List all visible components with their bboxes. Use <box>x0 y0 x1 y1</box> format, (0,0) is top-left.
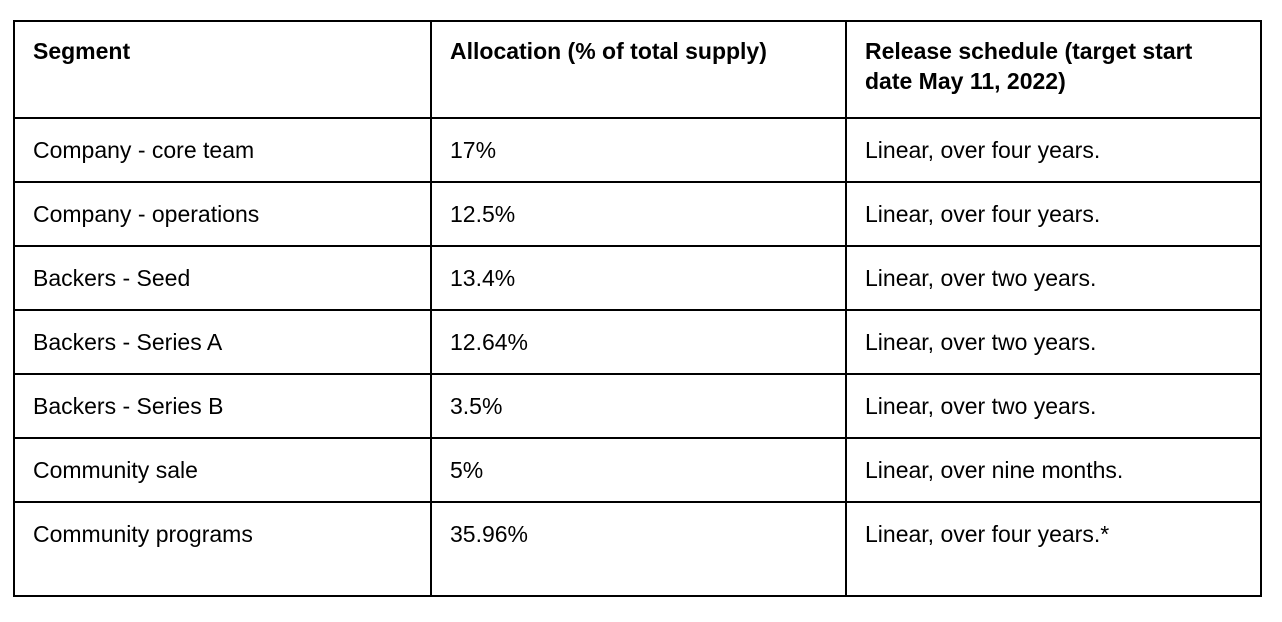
table-row: Backers - Series A 12.64% Linear, over t… <box>13 309 1262 375</box>
cell-segment: Community sale <box>13 437 432 503</box>
cell-segment: Company - operations <box>13 181 432 247</box>
cell-release: Linear, over two years. <box>845 309 1262 375</box>
cell-release: Linear, over four years. <box>845 117 1262 183</box>
cell-allocation: 35.96% <box>430 501 847 597</box>
cell-allocation: 13.4% <box>430 245 847 311</box>
table-row: Company - operations 12.5% Linear, over … <box>13 181 1262 247</box>
cell-segment: Community programs <box>13 501 432 597</box>
table-row: Community programs 35.96% Linear, over f… <box>13 501 1262 597</box>
header-allocation: Allocation (% of total supply) <box>430 20 847 119</box>
table-header-row: Segment Allocation (% of total supply) R… <box>13 20 1262 119</box>
cell-allocation: 5% <box>430 437 847 503</box>
table-row: Backers - Series B 3.5% Linear, over two… <box>13 373 1262 439</box>
cell-release: Linear, over four years. <box>845 181 1262 247</box>
cell-segment: Backers - Seed <box>13 245 432 311</box>
table-row: Company - core team 17% Linear, over fou… <box>13 117 1262 183</box>
cell-segment: Backers - Series A <box>13 309 432 375</box>
header-segment: Segment <box>13 20 432 119</box>
cell-allocation: 3.5% <box>430 373 847 439</box>
cell-allocation: 12.64% <box>430 309 847 375</box>
cell-segment: Backers - Series B <box>13 373 432 439</box>
allocation-table: Segment Allocation (% of total supply) R… <box>13 20 1262 597</box>
cell-allocation: 12.5% <box>430 181 847 247</box>
cell-segment: Company - core team <box>13 117 432 183</box>
table-row: Community sale 5% Linear, over nine mont… <box>13 437 1262 503</box>
cell-release: Linear, over two years. <box>845 373 1262 439</box>
table-row: Backers - Seed 13.4% Linear, over two ye… <box>13 245 1262 311</box>
cell-release: Linear, over two years. <box>845 245 1262 311</box>
cell-allocation: 17% <box>430 117 847 183</box>
cell-release: Linear, over nine months. <box>845 437 1262 503</box>
cell-release: Linear, over four years.* <box>845 501 1262 597</box>
header-release-schedule: Release schedule (target start date May … <box>845 20 1262 119</box>
